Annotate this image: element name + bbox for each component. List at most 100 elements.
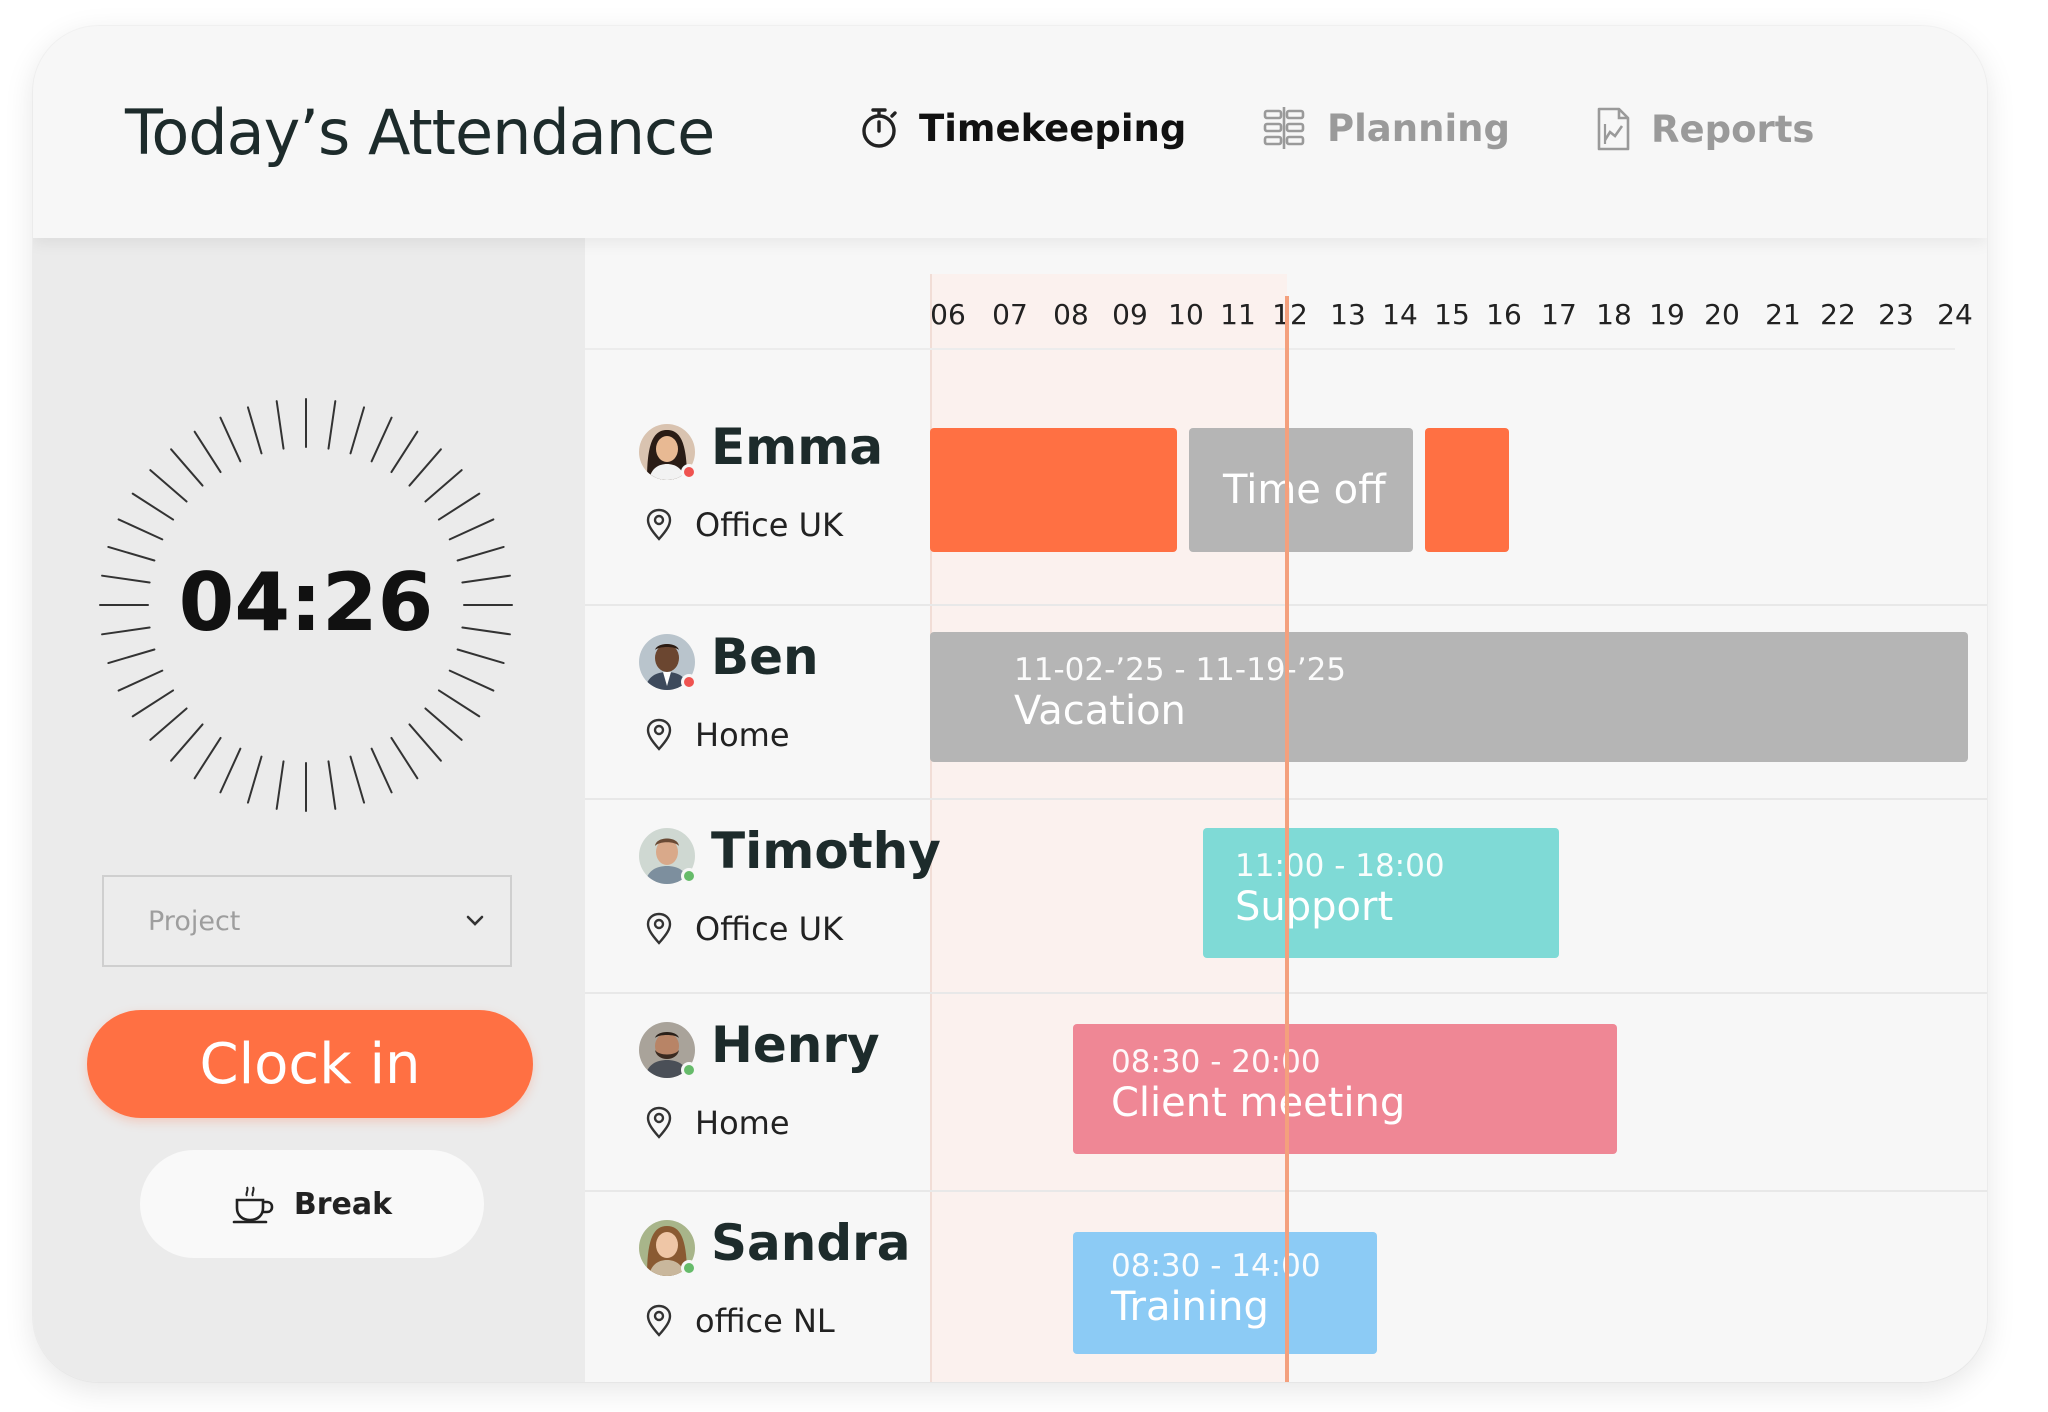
tab-timekeeping-label: Timekeeping bbox=[919, 106, 1187, 150]
dial-tick bbox=[437, 689, 481, 718]
dial-tick bbox=[193, 430, 222, 474]
hour-label: 12 bbox=[1272, 298, 1308, 331]
person-row-timothy[interactable]: Timothy Office UK bbox=[639, 822, 941, 978]
dial-tick bbox=[408, 448, 442, 487]
dial-tick bbox=[107, 648, 156, 665]
schedule-grid: 06 07 08 09 10 11 12 13 14 15 16 17 18 19 20 21 22 23 24 E… bbox=[585, 238, 1987, 1382]
dial-tick bbox=[131, 492, 175, 521]
hour-axis-rule bbox=[585, 348, 1955, 350]
dial-tick bbox=[107, 545, 156, 562]
event-title: Client meeting bbox=[1111, 1080, 1406, 1126]
report-document-icon bbox=[1597, 107, 1630, 151]
status-dot bbox=[681, 1062, 697, 1078]
header: Today’s Attendance Timekeeping bbox=[33, 26, 1987, 238]
hour-label: 19 bbox=[1649, 298, 1685, 331]
timer-display: 04:26 bbox=[178, 556, 434, 649]
person-name: Timothy bbox=[711, 822, 941, 880]
person-location: Home bbox=[645, 716, 790, 754]
dial-tick bbox=[170, 723, 204, 762]
event-time: 11:00 - 18:00 bbox=[1235, 848, 1445, 884]
location-pin-icon bbox=[646, 718, 672, 751]
dial-tick bbox=[170, 448, 204, 487]
hour-label: 14 bbox=[1382, 298, 1418, 331]
training-bar-sandra[interactable]: 08:30 - 14:00 Training bbox=[1073, 1232, 1377, 1354]
person-row-henry[interactable]: Henry Home bbox=[639, 1016, 929, 1172]
dial-tick bbox=[424, 707, 463, 741]
dial-tick bbox=[327, 760, 337, 810]
project-select-placeholder: Project bbox=[148, 905, 241, 937]
person-row-emma[interactable]: Emma Office UK bbox=[639, 418, 929, 574]
tab-reports[interactable]: Reports bbox=[1595, 106, 1814, 152]
dial-tick bbox=[437, 492, 481, 521]
location-pin-icon bbox=[646, 1304, 672, 1337]
clock-in-button[interactable]: Clock in bbox=[87, 1010, 533, 1118]
event-title: Vacation bbox=[1014, 688, 1186, 734]
hour-label: 06 bbox=[930, 298, 966, 331]
dial-tick bbox=[117, 518, 164, 541]
shift-bar-emma-morning[interactable] bbox=[930, 428, 1177, 552]
dial-tick bbox=[456, 545, 505, 562]
event-time: 08:30 - 14:00 bbox=[1111, 1248, 1321, 1284]
event-time: 11-02-’25 - 11-19-’25 bbox=[1014, 652, 1347, 688]
location-label: Office UK bbox=[695, 910, 843, 948]
dial-tick bbox=[424, 469, 463, 503]
hour-label: 15 bbox=[1434, 298, 1470, 331]
dial-tick bbox=[117, 669, 164, 692]
avatar bbox=[639, 424, 695, 480]
status-dot bbox=[681, 674, 697, 690]
tab-planning[interactable]: Planning bbox=[1261, 106, 1510, 150]
person-location: Office UK bbox=[645, 910, 843, 948]
dial-tick bbox=[408, 723, 442, 762]
chevron-down-icon bbox=[466, 915, 484, 926]
status-dot bbox=[681, 1260, 697, 1276]
dial-tick bbox=[448, 669, 495, 692]
person-row-ben[interactable]: Ben Home bbox=[639, 628, 929, 784]
person-name: Sandra bbox=[711, 1214, 911, 1272]
support-bar-timothy[interactable]: 11:00 - 18:00 Support bbox=[1203, 828, 1559, 958]
stopwatch-icon bbox=[862, 108, 897, 148]
avatar bbox=[639, 828, 695, 884]
dial-tick bbox=[219, 416, 242, 463]
location-pin-icon bbox=[646, 1106, 672, 1139]
dial-tick bbox=[370, 747, 393, 794]
hour-label: 07 bbox=[992, 298, 1028, 331]
dial-tick bbox=[390, 736, 419, 780]
clock-dial-icon bbox=[99, 398, 513, 812]
location-label: office NL bbox=[695, 1302, 835, 1340]
client-meeting-bar-henry[interactable]: 08:30 - 20:00 Client meeting bbox=[1073, 1024, 1617, 1154]
hour-label: 09 bbox=[1112, 298, 1148, 331]
break-label: Break bbox=[293, 1186, 393, 1222]
dial-tick bbox=[448, 518, 495, 541]
person-row-sandra[interactable]: Sandra office NL bbox=[639, 1214, 929, 1370]
hour-label: 24 bbox=[1937, 298, 1973, 331]
event-title: Training bbox=[1111, 1284, 1269, 1330]
planning-icon bbox=[1263, 107, 1305, 149]
break-button[interactable]: Break bbox=[140, 1150, 484, 1258]
person-location: Home bbox=[645, 1104, 790, 1142]
event-time: 08:30 - 20:00 bbox=[1111, 1044, 1321, 1080]
dial-tick bbox=[101, 574, 151, 584]
status-dot bbox=[681, 464, 697, 480]
shift-bar-emma-afternoon[interactable] bbox=[1425, 428, 1509, 552]
location-label: Office UK bbox=[695, 506, 843, 544]
project-select[interactable]: Project bbox=[102, 875, 512, 967]
person-name: Ben bbox=[711, 628, 819, 686]
dial-tick bbox=[349, 406, 366, 455]
vacation-bar-ben[interactable]: 11-02-’25 - 11-19-’25 Vacation bbox=[930, 632, 1968, 762]
dial-tick bbox=[461, 626, 511, 636]
dial-tick bbox=[131, 689, 175, 718]
attendance-card: Today’s Attendance Timekeeping bbox=[33, 26, 1987, 1382]
tab-timekeeping[interactable]: Timekeeping bbox=[859, 106, 1186, 150]
dial-tick bbox=[461, 574, 511, 584]
current-time-line bbox=[1285, 296, 1289, 1382]
event-title: Time off bbox=[1223, 467, 1386, 513]
time-off-bar-emma[interactable]: Time off bbox=[1189, 428, 1413, 552]
dial-tick bbox=[275, 760, 285, 810]
hour-label: 18 bbox=[1596, 298, 1632, 331]
band-start-line bbox=[930, 274, 932, 1382]
location-label: Home bbox=[695, 1104, 790, 1142]
location-pin-icon bbox=[646, 508, 672, 541]
dial-tick bbox=[275, 400, 285, 450]
dial-tick bbox=[219, 747, 242, 794]
dial-tick bbox=[246, 755, 263, 804]
